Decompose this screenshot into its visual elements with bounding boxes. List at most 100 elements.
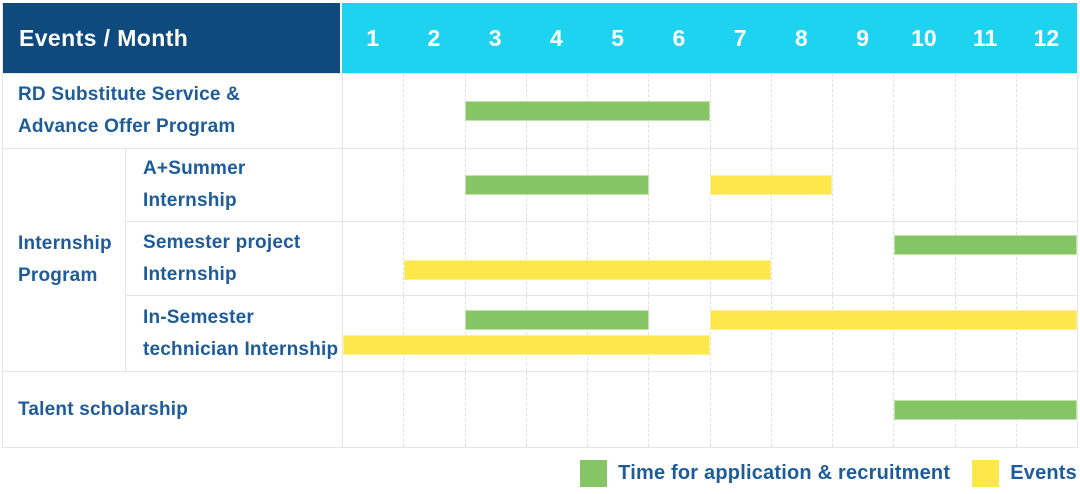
month-grid-column bbox=[464, 74, 526, 148]
month-grid-column bbox=[343, 372, 403, 447]
row-label-line: Advance Offer Program bbox=[18, 116, 236, 137]
month-grid-column bbox=[587, 296, 648, 371]
events-bar bbox=[710, 175, 833, 195]
application-recruitment-bar bbox=[465, 309, 649, 330]
row-label-line: A+Summer bbox=[143, 158, 246, 179]
month-grid-column bbox=[464, 296, 526, 371]
month-label: 7 bbox=[733, 24, 747, 51]
month-label: 12 bbox=[1033, 24, 1060, 51]
month-grid-column bbox=[464, 222, 526, 295]
month-grid-column bbox=[893, 74, 954, 148]
month-grid-column bbox=[893, 149, 954, 221]
month-grid-column bbox=[648, 296, 709, 371]
month-grid-column bbox=[403, 372, 464, 447]
table-title: Events / Month bbox=[3, 3, 342, 73]
chart-row bbox=[342, 74, 1077, 148]
table-row: Semester project Internship bbox=[125, 221, 1077, 295]
application-recruitment-bar bbox=[465, 101, 710, 121]
month-grid-column bbox=[709, 222, 771, 295]
row-label-line: technician Internship bbox=[143, 338, 339, 360]
row-label-line: Semester project bbox=[143, 231, 301, 253]
event-label: Talent scholarship bbox=[3, 372, 342, 447]
month-grid-column bbox=[770, 222, 832, 295]
month-label: 6 bbox=[672, 24, 686, 51]
month-grid-column bbox=[709, 74, 771, 148]
table-row: Talent scholarship bbox=[3, 371, 1077, 447]
month-grid-column bbox=[709, 372, 771, 447]
row-label-line: RD Substitute Service & bbox=[18, 84, 241, 105]
table-row: In-Semester technician Internship bbox=[125, 295, 1077, 371]
event-sub-label: A+Summer Internship bbox=[125, 149, 342, 221]
table-body: RD Substitute Service & Advance Offer Pro… bbox=[3, 73, 1077, 447]
month-grid-column bbox=[525, 296, 587, 371]
legend-item: Events bbox=[972, 460, 1077, 487]
month-grid-column bbox=[1015, 222, 1077, 295]
month-grid-column bbox=[832, 296, 893, 371]
month-grid-column bbox=[893, 222, 954, 295]
month-grid-column bbox=[1015, 149, 1077, 221]
month-grid-column bbox=[403, 74, 464, 148]
month-grid-column bbox=[343, 296, 403, 371]
month-grid-column bbox=[1015, 74, 1077, 148]
month-grid-column bbox=[954, 74, 1016, 148]
month-grid-column bbox=[343, 149, 403, 221]
month-grid-column bbox=[464, 149, 526, 221]
chart-row bbox=[342, 222, 1077, 295]
month-label: 3 bbox=[488, 24, 502, 51]
month-grid-column bbox=[525, 372, 587, 447]
table-row: A+Summer Internship bbox=[125, 149, 1077, 221]
month-grid-column bbox=[770, 372, 832, 447]
application-recruitment-bar bbox=[893, 399, 1077, 420]
month-grid-column bbox=[587, 372, 648, 447]
month-grid-column bbox=[648, 222, 709, 295]
chart-legend: Time for application & recruitment Events bbox=[580, 460, 1077, 487]
row-label-line: Internship bbox=[18, 233, 112, 254]
month-label: 2 bbox=[427, 24, 441, 51]
month-grid-column bbox=[954, 296, 1016, 371]
month-grid-column bbox=[954, 149, 1016, 221]
month-grid-column bbox=[648, 372, 709, 447]
event-sub-label: Semester project Internship bbox=[125, 222, 342, 295]
row-label-line: Internship bbox=[143, 190, 237, 211]
month-grid-column bbox=[832, 372, 893, 447]
group-rows: A+Summer Internship Semester project Intern… bbox=[125, 149, 1077, 371]
event-label: RD Substitute Service & Advance Offer Pro… bbox=[3, 74, 342, 148]
group-row-block: Internship Program A+Summer Internship Semes… bbox=[3, 148, 1077, 371]
month-label: 4 bbox=[549, 24, 563, 51]
month-grid-column bbox=[648, 149, 709, 221]
events-swatch-icon bbox=[972, 460, 1000, 487]
events-bar bbox=[343, 335, 710, 355]
group-label: Internship Program bbox=[3, 149, 125, 371]
month-header: 1 2 3 4 5 6 7 8 9 10 11 12 bbox=[342, 3, 1077, 73]
row-label-line: In-Semester bbox=[143, 306, 254, 328]
month-grid-column bbox=[709, 296, 771, 371]
application-recruitment-bar bbox=[465, 175, 649, 195]
legend-label: Time for application & recruitment bbox=[618, 462, 951, 484]
row-label-line: Talent scholarship bbox=[18, 398, 189, 420]
chart-row bbox=[342, 372, 1077, 447]
month-grid-column bbox=[464, 372, 526, 447]
month-grid-column bbox=[770, 74, 832, 148]
month-grid-column bbox=[403, 149, 464, 221]
application-recruitment-bar bbox=[893, 235, 1077, 256]
application-recruitment-swatch-icon bbox=[580, 460, 608, 487]
month-label: 11 bbox=[972, 24, 998, 51]
chart-row bbox=[342, 296, 1077, 371]
month-grid-column bbox=[893, 296, 954, 371]
month-grid-column bbox=[1015, 296, 1077, 371]
events-bar bbox=[404, 259, 772, 280]
month-label: 8 bbox=[794, 24, 808, 51]
month-grid-column bbox=[832, 74, 893, 148]
month-grid-column bbox=[832, 149, 893, 221]
month-grid-column bbox=[403, 296, 464, 371]
event-sub-label: In-Semester technician Internship bbox=[125, 296, 342, 371]
month-grid-column bbox=[525, 222, 587, 295]
row-label-line: Program bbox=[18, 265, 98, 286]
table-header: Events / Month 1 2 3 4 5 6 7 8 9 10 11 12 bbox=[3, 3, 1077, 73]
month-grid-column bbox=[954, 222, 1016, 295]
month-grid-column bbox=[587, 222, 648, 295]
events-bar bbox=[710, 309, 1077, 330]
month-grid-column bbox=[832, 222, 893, 295]
gantt-schedule-table: Events / Month 1 2 3 4 5 6 7 8 9 10 11 12 RD Substi… bbox=[2, 3, 1078, 448]
month-grid-column bbox=[770, 296, 832, 371]
